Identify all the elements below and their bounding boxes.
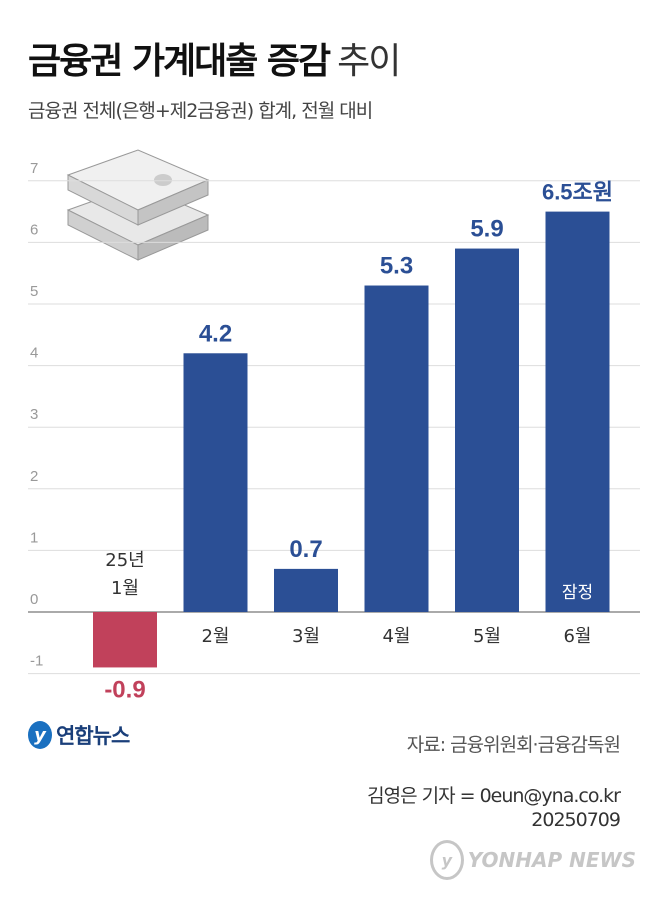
x-tick-label: 6월 <box>563 626 591 647</box>
source-text: 자료: 금융위원회·금융감독원 <box>406 734 621 756</box>
y-tick-label: 2 <box>30 468 38 485</box>
chart-title: 금융권 가계대출 증감 추이 <box>28 32 401 84</box>
bar <box>274 568 338 612</box>
y-tick-label: 4 <box>30 345 38 362</box>
x-tick-label: 2월 <box>201 626 229 647</box>
watermark-logo-icon: y <box>429 840 464 880</box>
bar-annotation: 잠정 <box>562 583 593 603</box>
bar <box>93 612 157 668</box>
y-tick-label: 6 <box>30 221 38 238</box>
title-light: 추이 <box>337 41 401 82</box>
money-stack-icon <box>66 149 210 261</box>
bar-chart: -1 0 1 2 3 4 5 6 7 -0.9 25년 1월 4.2 2월 0.7 3월 5.3 4월 5.9 5월… <box>28 149 640 703</box>
x-tick-label: 25년 1월 <box>105 550 144 599</box>
data-label: 5.9 <box>470 216 503 243</box>
date-stamp: 20250709 <box>531 809 621 831</box>
title-bold: 금융권 가계대출 증감 <box>28 41 331 82</box>
chart-subtitle: 금융권 전체(은행+제2금융권) 합계, 전월 대비 <box>28 100 373 122</box>
yonhap-logo: y 연합뉴스 <box>28 720 130 750</box>
data-label: 4.2 <box>199 320 232 347</box>
x-tick-label: 3월 <box>292 626 320 647</box>
y-tick-label: 7 <box>30 160 38 177</box>
watermark: y YONHAP NEWS <box>429 840 636 880</box>
y-tick-label: 5 <box>30 283 38 300</box>
data-label: -0.9 <box>104 676 145 703</box>
y-tick-label: -1 <box>30 653 43 670</box>
data-label: 5.3 <box>380 253 413 280</box>
data-label: 0.7 <box>289 536 322 563</box>
yonhap-logo-icon: y <box>28 721 52 749</box>
y-tick-label: 1 <box>30 529 38 546</box>
y-tick-label: 0 <box>30 591 38 608</box>
bar <box>545 211 610 612</box>
logo-text: 연합뉴스 <box>56 724 130 748</box>
bar <box>455 248 519 612</box>
watermark-text: YONHAP NEWS <box>467 848 636 872</box>
data-label: 6.5조원 <box>542 180 613 205</box>
credit: 김영은 기자 = 0eun@yna.co.kr 20250709 <box>367 784 621 832</box>
bar <box>183 353 248 612</box>
reporter-credit: 김영은 기자 = 0eun@yna.co.kr <box>367 785 621 807</box>
x-tick-label: 5월 <box>473 626 501 647</box>
y-tick-label: 3 <box>30 406 38 423</box>
x-tick-label: 4월 <box>382 626 410 647</box>
bar <box>364 285 429 612</box>
